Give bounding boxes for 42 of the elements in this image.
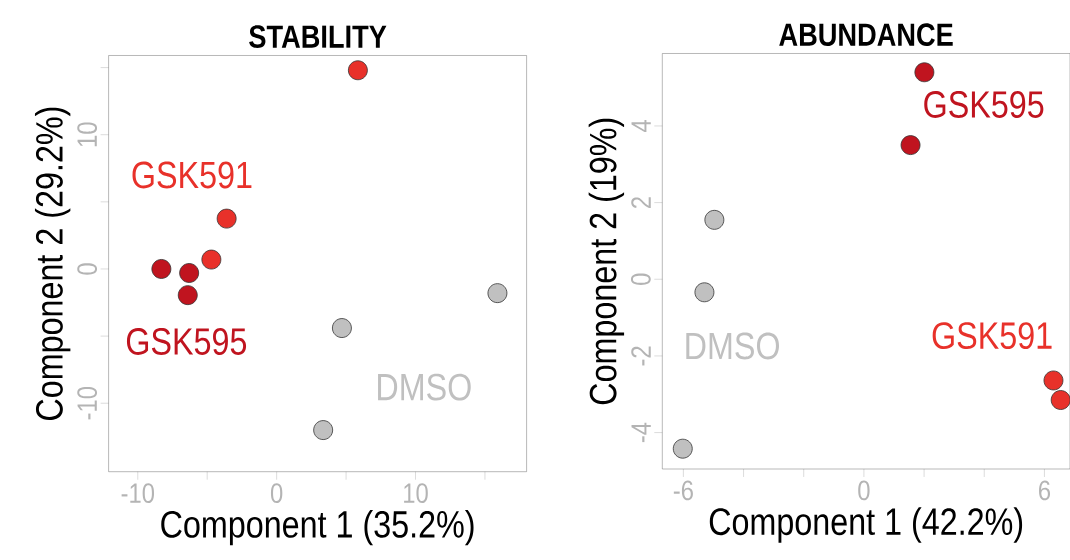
y-tick-label: 10 [77,122,98,147]
point [487,283,508,304]
point [179,263,200,283]
point [216,208,237,229]
y-tick-label: 2 [631,197,651,209]
y-axis-title: Component 2 (29.2%) [34,107,71,420]
point [347,60,368,81]
chart-title: ABUNDANCE [779,23,953,46]
point [201,249,222,270]
point [704,209,725,230]
series-label: DMSO [686,332,780,360]
series-label: DMSO [378,373,471,401]
series-label: GSK591 [132,161,252,189]
y-axis-title: Component 2 (19%) [588,118,625,405]
x-axis-title: Component 1 (35.2%) [161,509,474,546]
point [313,420,334,440]
point [914,62,935,83]
point [151,259,172,279]
point [332,318,352,338]
point [694,282,715,303]
x-tick-label: 6 [1039,480,1051,501]
point [900,135,921,156]
point [1043,370,1064,391]
x-tick-label: 0 [858,480,870,501]
x-tick-label: -6 [673,480,693,501]
y-tick-label: 0 [630,273,651,285]
series-label: GSK595 [924,91,1044,118]
point [1050,390,1070,410]
point [177,285,198,306]
y-tick-label: 0 [77,263,98,275]
y-tick-label: -2 [631,346,651,366]
x-tick-label: -10 [121,483,155,504]
y-tick-label: 4 [631,120,651,133]
y-tick-label: -10 [77,386,98,420]
chart-title: STABILITY [249,25,387,48]
series-label: GSK591 [932,322,1052,350]
y-tick-label: -4 [631,422,651,443]
point [672,438,693,459]
x-tick-label: 10 [404,483,428,504]
x-axis-title: Component 1 (42.2%) [709,507,1023,543]
series-label: GSK595 [126,328,247,355]
x-tick-label: 0 [270,483,283,504]
